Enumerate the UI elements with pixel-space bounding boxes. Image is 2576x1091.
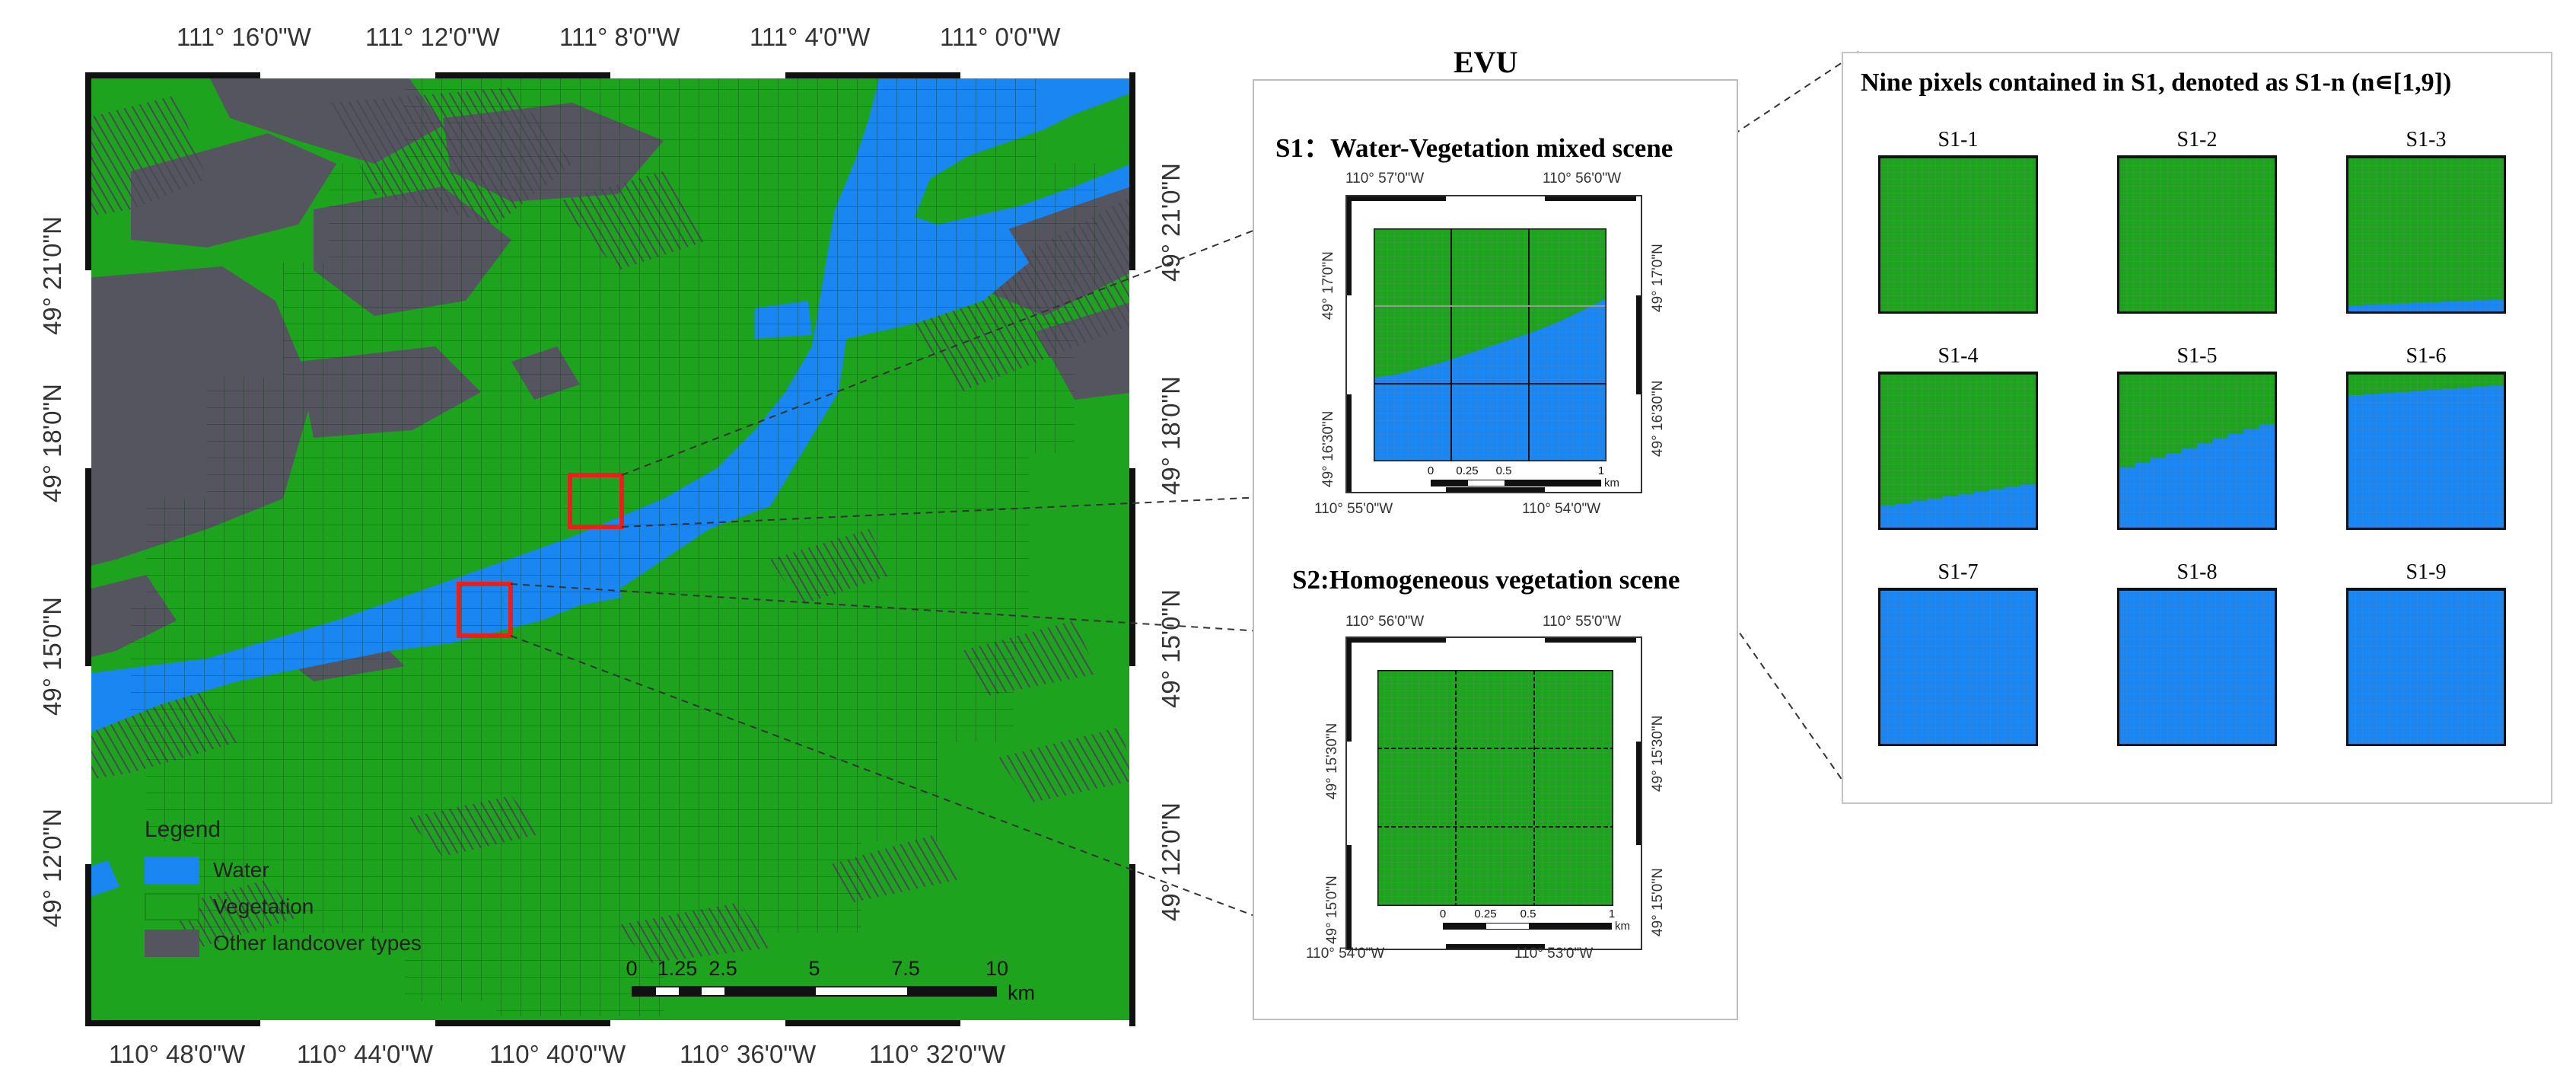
pixel-label-3: S1-3 (2406, 128, 2447, 152)
scale-tick-4: 7.5 (891, 957, 920, 980)
s2-scale-tick-1: 0.25 (1474, 908, 1497, 920)
s2-bottom-lon-1: 110° 54'0"W (1306, 946, 1385, 962)
pixel-tile-7[interactable] (1878, 588, 2038, 746)
s2-scale-unit: km (1615, 920, 1630, 933)
scale-bar-graphic (632, 986, 997, 997)
legend-title: Legend (145, 817, 221, 842)
s2-bottom-lon-2: 110° 53'0"W (1514, 946, 1594, 962)
map-frame-tick-bottom (85, 1020, 1135, 1026)
pixel-tile-6[interactable] (2346, 372, 2506, 530)
legend-vegetation-swatch (145, 893, 199, 920)
map-bottom-lon-2: 110° 44'0"W (297, 1040, 434, 1068)
map-bottom-lon-1: 110° 48'0"W (109, 1040, 246, 1068)
map-left-lat-2: 49° 18'0"N (38, 384, 66, 502)
map-scale-bar: 0 1.25 2.5 5 7.5 10 km (626, 957, 1119, 1018)
main-map[interactable]: Legend Water Vegetation Other landcover … (85, 72, 1135, 1026)
map-top-lon-5: 111° 0'0"W (940, 23, 1061, 51)
scale-tick-0: 0 (626, 957, 638, 980)
map-bottom-lon-4: 110° 36'0"W (680, 1040, 817, 1068)
s1-scale-unit: km (1604, 477, 1619, 490)
pixel-label-9: S1-9 (2406, 560, 2447, 584)
s2-left-lat-1: 49° 15'30"N (1324, 723, 1340, 799)
s1-scale-tick-2: 0.5 (1495, 464, 1512, 477)
legend-other-label: Other landcover types (213, 931, 422, 955)
scale-tick-1: 1.25 (657, 957, 698, 980)
s1-top-lon-2: 110° 56'0"W (1543, 171, 1622, 187)
pixel-tile-8[interactable] (2117, 588, 2277, 746)
scale-tick-5: 10 (985, 957, 1009, 980)
map-top-lon-2: 111° 12'0"W (365, 23, 500, 51)
map-bottom-lon-3: 110° 40'0"W (489, 1040, 626, 1068)
water-patch (85, 860, 119, 898)
map-frame-tick-top (85, 72, 1135, 78)
s2-scale-bar: 0 0.25 0.5 1 km (1439, 908, 1641, 938)
map-bottom-lon-5: 110° 32'0"W (869, 1040, 1006, 1068)
pixel-label-4: S1-4 (1938, 344, 1979, 368)
s2-title: S2:Homogeneous vegetation scene (1292, 565, 1680, 595)
pixel-label-2: S1-2 (2176, 128, 2218, 152)
s2-scale-tick-3: 1 (1608, 908, 1616, 920)
map-top-lon-3: 111° 8'0"W (559, 23, 680, 51)
s2-left-lat-2: 49° 15'0"N (1324, 876, 1340, 944)
s1-scale-bar: 0 0.25 0.5 1 km (1427, 464, 1629, 495)
s2-top-lon-1: 110° 56'0"W (1345, 614, 1425, 630)
legend-other-swatch (145, 930, 199, 957)
s1-scale-tick-3: 1 (1597, 464, 1605, 477)
s1-title: S1：Water-Vegetation mixed scene (1275, 133, 1673, 163)
pixel-tile-5[interactable] (2117, 372, 2277, 530)
pixel-tile-9[interactable] (2346, 588, 2506, 746)
s1-top-lon-1: 110° 57'0"W (1345, 171, 1425, 187)
scale-tick-2: 2.5 (708, 957, 737, 980)
pixel-tile-2[interactable] (2117, 155, 2277, 314)
s1-bottom-lon-1: 110° 55'0"W (1314, 501, 1393, 517)
pixel-label-1: S1-1 (1938, 128, 1979, 152)
s1-scale-tick-1: 0.25 (1456, 464, 1479, 477)
s1-right-lat-2: 49° 16'30"N (1650, 380, 1666, 457)
s2-scene-map[interactable] (1377, 670, 1613, 906)
legend-water-label: Water (213, 858, 269, 882)
s2-scale-tick-2: 0.5 (1520, 908, 1536, 920)
s1-scale-tick-0: 0 (1427, 464, 1434, 477)
scale-tick-3: 5 (808, 957, 820, 980)
scale-unit: km (1008, 981, 1035, 1004)
map-right-lat-1: 49° 21'0"N (1157, 163, 1185, 282)
pixel-tile-4[interactable] (1878, 372, 2038, 530)
map-left-lat-3: 49° 15'0"N (38, 597, 66, 716)
pixels-panel-title: Nine pixels contained in S1, denoted as … (1861, 69, 2452, 97)
map-legend: Legend Water Vegetation Other landcover … (145, 817, 495, 992)
map-left-lat-4: 49° 12'0"N (38, 809, 66, 927)
pixel-tile-3[interactable] (2346, 155, 2506, 314)
map-right-lat-2: 49° 18'0"N (1157, 376, 1185, 495)
map-top-lon-4: 111° 4'0"W (750, 23, 871, 51)
legend-water-swatch (145, 857, 199, 884)
pixel-label-6: S1-6 (2406, 344, 2447, 368)
s1-left-lat-2: 49° 16'30"N (1320, 410, 1336, 487)
s2-scale-tick-0: 0 (1439, 908, 1447, 920)
map-top-lon-1: 111° 16'0"W (177, 23, 311, 51)
s2-right-lat-1: 49° 15'30"N (1650, 715, 1666, 792)
evu-title: EVU (1454, 45, 1518, 79)
pixel-label-7: S1-7 (1938, 560, 1979, 584)
s2-right-lat-2: 49° 15'0"N (1650, 868, 1666, 936)
map-right-lat-3: 49° 15'0"N (1157, 589, 1185, 708)
legend-vegetation-label: Vegetation (213, 895, 314, 918)
s1-right-lat-1: 49° 17'0"N (1650, 244, 1666, 312)
s1-bottom-lon-2: 110° 54'0"W (1522, 501, 1601, 517)
pixel-label-8: S1-8 (2176, 560, 2218, 584)
map-right-lat-4: 49° 12'0"N (1157, 802, 1185, 921)
s1-scene-map[interactable] (1374, 228, 1606, 461)
pixel-label-5: S1-5 (2176, 344, 2218, 368)
s1-pixel-grid (1374, 228, 1606, 461)
s2-top-lon-2: 110° 55'0"W (1543, 614, 1622, 630)
pixel-tile-1[interactable] (1878, 155, 2038, 314)
map-frame-tick-left (85, 72, 91, 1026)
s1-left-lat-1: 49° 17'0"N (1320, 251, 1336, 320)
s2-pixel-grid (1377, 670, 1613, 906)
map-frame-tick-right (1129, 72, 1135, 1026)
map-left-lat-1: 49° 21'0"N (38, 216, 66, 335)
